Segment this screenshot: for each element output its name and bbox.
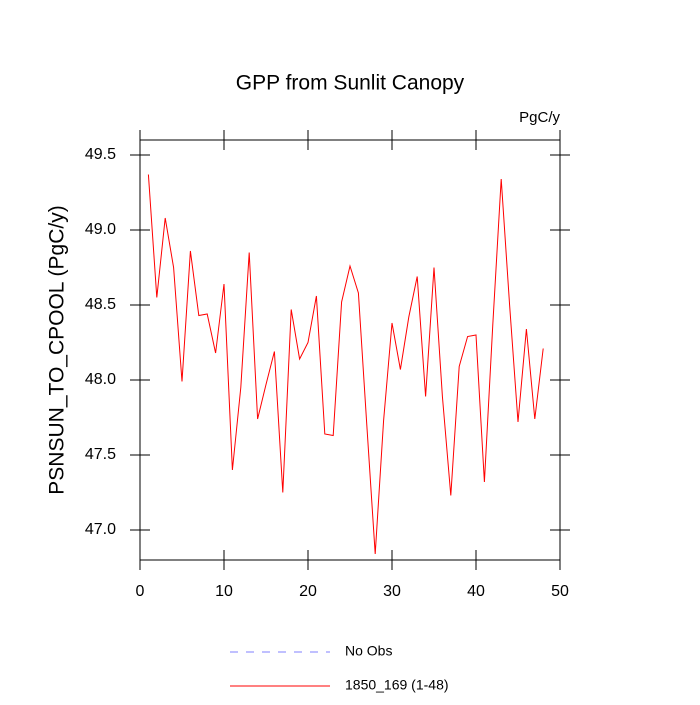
x-tick-label: 10	[215, 583, 233, 600]
x-tick-label: 30	[383, 583, 401, 600]
x-tick-label: 20	[299, 583, 317, 600]
legend-label: 1850_169 (1-48)	[345, 677, 449, 693]
plot-frame	[139, 139, 561, 561]
units-label: PgC/y	[519, 109, 560, 126]
x-tick-label: 40	[467, 583, 485, 600]
y-tick-label: 49.5	[85, 146, 116, 163]
y-tick-label: 48.0	[85, 371, 116, 388]
y-tick-label: 49.0	[85, 221, 116, 238]
chart-title: GPP from Sunlit Canopy	[236, 72, 465, 95]
y-axis-title: PSNSUN_TO_CPOOL (PgC/y)	[46, 205, 69, 494]
data-line	[147, 174, 544, 555]
x-tick-label: 50	[551, 583, 569, 600]
x-tick-label: 0	[136, 583, 145, 600]
y-tick-label: 47.5	[85, 446, 116, 463]
y-tick-label: 48.5	[85, 296, 116, 313]
y-tick-label: 47.0	[85, 521, 116, 538]
legend-label: No Obs	[345, 643, 392, 659]
